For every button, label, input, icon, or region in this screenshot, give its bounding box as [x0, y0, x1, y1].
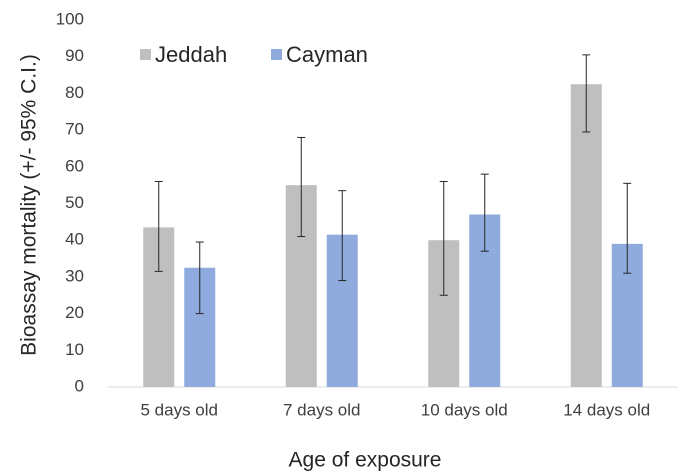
y-tick-label: 70 — [65, 120, 84, 139]
y-tick-label: 10 — [65, 340, 84, 359]
legend-label: Jeddah — [155, 42, 227, 67]
legend-label: Cayman — [286, 42, 368, 67]
x-tick-label: 14 days old — [563, 400, 650, 419]
y-tick-label: 40 — [65, 230, 84, 249]
y-tick-label: 90 — [65, 46, 84, 65]
y-axis-title: Bioassay mortality (+/- 95% C.I.) — [18, 54, 41, 356]
legend-swatch — [271, 49, 282, 60]
y-tick-label: 50 — [65, 193, 84, 212]
y-tick-label: 30 — [65, 266, 84, 285]
x-axis-title: Age of exposure — [289, 449, 442, 472]
y-tick-label: 20 — [65, 303, 84, 322]
y-tick-label: 80 — [65, 83, 84, 102]
y-tick-label: 60 — [65, 156, 84, 175]
legend-swatch — [140, 49, 151, 60]
y-tick-label: 0 — [75, 376, 84, 395]
x-tick-label: 5 days old — [141, 400, 219, 419]
bar — [570, 84, 602, 387]
y-tick-label: 100 — [56, 9, 84, 28]
x-tick-label: 7 days old — [283, 400, 361, 419]
x-tick-label: 10 days old — [421, 400, 508, 419]
